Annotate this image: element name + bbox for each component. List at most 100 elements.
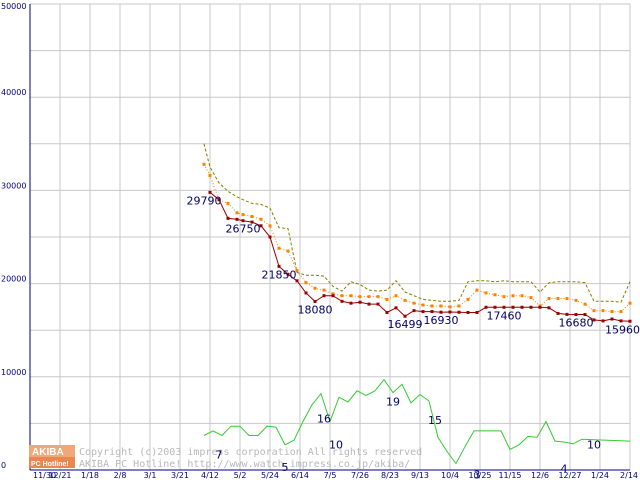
x-tick-label: 4/12	[201, 471, 219, 480]
series-point-average	[340, 294, 344, 298]
series-point-average	[295, 269, 299, 273]
data-label: 19	[386, 396, 400, 409]
series-point-min	[268, 235, 272, 239]
series-point-average	[628, 301, 632, 305]
x-tick-label: 7/5	[324, 471, 337, 480]
x-tick-label: 12/6	[531, 471, 549, 480]
series-point-average	[484, 291, 488, 295]
data-label: 10	[587, 438, 601, 451]
series-point-average	[619, 310, 623, 314]
series-point-average	[439, 304, 443, 308]
series-point-min	[412, 309, 416, 313]
data-label: 15960	[605, 323, 640, 336]
data-label: 7	[216, 449, 223, 462]
series-point-average	[421, 303, 425, 307]
watermark: AKIBA PC Hotline! Copyright (c)2003 impr…	[29, 445, 422, 470]
site-text: AKIBA PC Hotline! http://www.watch.impre…	[79, 459, 410, 470]
series-point-min	[250, 220, 254, 224]
series-point-average	[286, 249, 290, 253]
x-tick-label: 12/21	[48, 471, 71, 480]
series-point-average	[394, 294, 398, 298]
series-point-min	[466, 310, 470, 314]
x-tick-label: 9/13	[411, 471, 429, 480]
x-tick-label: 5/24	[261, 471, 279, 480]
series-point-average	[511, 294, 515, 298]
series-point-average	[466, 297, 470, 301]
series-point-average	[403, 298, 407, 302]
x-tick-label: 11/30	[33, 471, 56, 480]
y-tick-label: 0	[1, 461, 6, 470]
series-point-min	[385, 310, 389, 314]
series-point-min	[277, 264, 281, 268]
x-tick-label: 3/1	[144, 471, 157, 480]
x-tick-label: 3/21	[171, 471, 189, 480]
data-label: 26750	[226, 223, 261, 236]
series-point-average	[385, 297, 389, 301]
series-point-min	[610, 317, 614, 321]
series-point-min	[592, 318, 596, 322]
series-point-average	[376, 295, 380, 299]
series-point-min	[439, 310, 443, 314]
series-point-min	[259, 224, 263, 228]
series-point-average	[556, 297, 560, 301]
x-tick-label: 10/4	[441, 471, 459, 480]
series-point-average	[313, 286, 317, 290]
x-tick-label: 12/27	[558, 471, 581, 480]
series-point-average	[601, 309, 605, 313]
x-tick-label: 7/26	[351, 471, 369, 480]
y-tick-label: 40000	[1, 88, 26, 97]
series-point-min	[313, 299, 317, 303]
x-tick-label: 2/8	[114, 471, 127, 480]
series-point-average	[349, 294, 353, 298]
series-point-average	[322, 288, 326, 292]
series-point-average	[565, 297, 569, 301]
series-point-min	[430, 310, 434, 314]
data-label: 10	[329, 438, 343, 451]
series-point-min	[457, 310, 461, 314]
series-point-min	[349, 301, 353, 305]
data-label: 3	[474, 468, 481, 480]
series-point-min	[376, 302, 380, 306]
series-point-average	[520, 294, 524, 298]
series-point-average	[367, 295, 371, 299]
y-tick-label: 20000	[1, 275, 26, 284]
series-point-average	[502, 295, 506, 299]
series-point-average	[331, 292, 335, 296]
series-point-min	[484, 305, 488, 309]
series-point-average	[610, 310, 614, 314]
series-point-min	[574, 313, 578, 317]
series-point-min	[208, 190, 212, 194]
series-markers	[202, 162, 632, 323]
data-label: 15	[428, 414, 442, 427]
copyright-text: Copyright (c)2003 impress corporation Al…	[79, 447, 422, 458]
series-point-min	[217, 198, 221, 202]
data-label: 21850	[262, 268, 297, 281]
series-point-average	[412, 301, 416, 305]
data-label: 4	[561, 463, 568, 476]
series-point-average	[241, 213, 245, 217]
series-point-average	[430, 304, 434, 308]
series-point-average	[277, 246, 281, 250]
series-point-min	[241, 219, 245, 223]
series-point-min	[322, 294, 326, 298]
data-label: 5	[282, 461, 289, 474]
x-tick-label: 6/14	[291, 471, 309, 480]
series-point-min	[502, 305, 506, 309]
series-point-min	[340, 299, 344, 303]
series-point-average	[202, 162, 206, 166]
series-point-average	[226, 201, 230, 205]
series-lines	[203, 143, 631, 465]
series-point-average	[250, 214, 254, 218]
x-tick-label: 8/23	[381, 471, 399, 480]
series-point-min	[619, 319, 623, 323]
x-tick-label: 2/14	[620, 471, 638, 480]
series-point-min	[394, 306, 398, 310]
x-tick-label: 1/24	[591, 471, 609, 480]
series-point-min	[520, 305, 524, 309]
data-label: 17460	[487, 309, 522, 322]
series-point-min	[331, 294, 335, 298]
akiba-logo: AKIBA PC Hotline!	[29, 445, 75, 468]
series-point-min	[529, 305, 533, 309]
